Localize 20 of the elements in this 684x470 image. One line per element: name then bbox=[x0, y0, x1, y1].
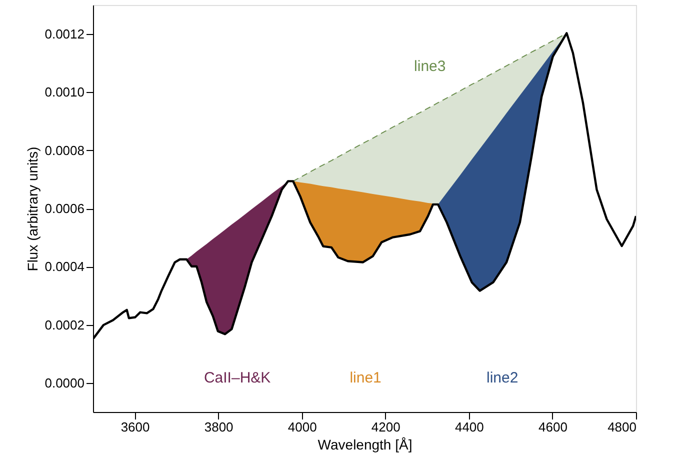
text: CaII–H&K bbox=[204, 369, 271, 386]
y-tick-label: 0.0000 bbox=[44, 375, 84, 390]
y-axis-title: Flux (arbitrary units) bbox=[24, 146, 41, 272]
y-tick-label: 0.0006 bbox=[44, 201, 84, 216]
x-tick-label: 4200 bbox=[371, 420, 400, 434]
y-tick-label: 0.0002 bbox=[44, 317, 84, 332]
y-tick-label: 0.0010 bbox=[44, 84, 84, 100]
x-tick-label: 4800 bbox=[608, 420, 636, 434]
y-tick-label: 0.0012 bbox=[44, 26, 84, 42]
text: line2 bbox=[486, 369, 518, 386]
x-tick-label: 4000 bbox=[288, 420, 317, 434]
series-label: line3 bbox=[414, 58, 446, 76]
x-tick-label: 3800 bbox=[204, 420, 234, 434]
x-tick-label: 4600 bbox=[538, 420, 568, 434]
x-tick-label: 3600 bbox=[120, 420, 150, 434]
x-axis-title: Wavelength [Å] bbox=[318, 436, 412, 452]
x-tick-label: 4400 bbox=[454, 420, 484, 434]
text: line1 bbox=[350, 369, 382, 386]
y-tick-label: 0.0008 bbox=[44, 142, 84, 158]
y-tick-label: 0.0004 bbox=[44, 259, 84, 274]
